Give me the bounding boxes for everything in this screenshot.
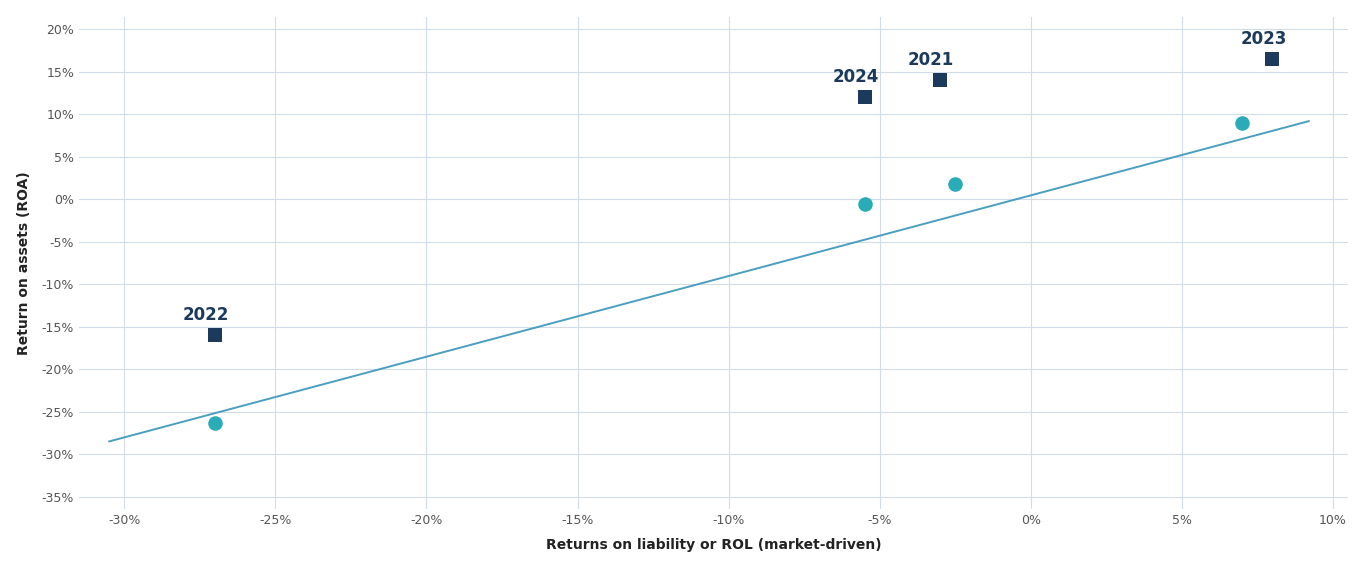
- X-axis label: Returns on liability or ROL (market-driven): Returns on liability or ROL (market-driv…: [545, 538, 881, 552]
- Point: [1231, 118, 1253, 127]
- Point: [944, 179, 966, 188]
- Point: [854, 93, 876, 102]
- Point: [854, 199, 876, 208]
- Y-axis label: Return on assets (ROA): Return on assets (ROA): [16, 171, 30, 355]
- Text: 2021: 2021: [908, 51, 955, 69]
- Point: [204, 331, 225, 340]
- Text: 2024: 2024: [832, 68, 878, 86]
- Point: [204, 418, 225, 427]
- Text: 2023: 2023: [1240, 30, 1287, 48]
- Point: [929, 76, 951, 85]
- Text: 2022: 2022: [183, 306, 229, 324]
- Point: [1262, 55, 1284, 64]
